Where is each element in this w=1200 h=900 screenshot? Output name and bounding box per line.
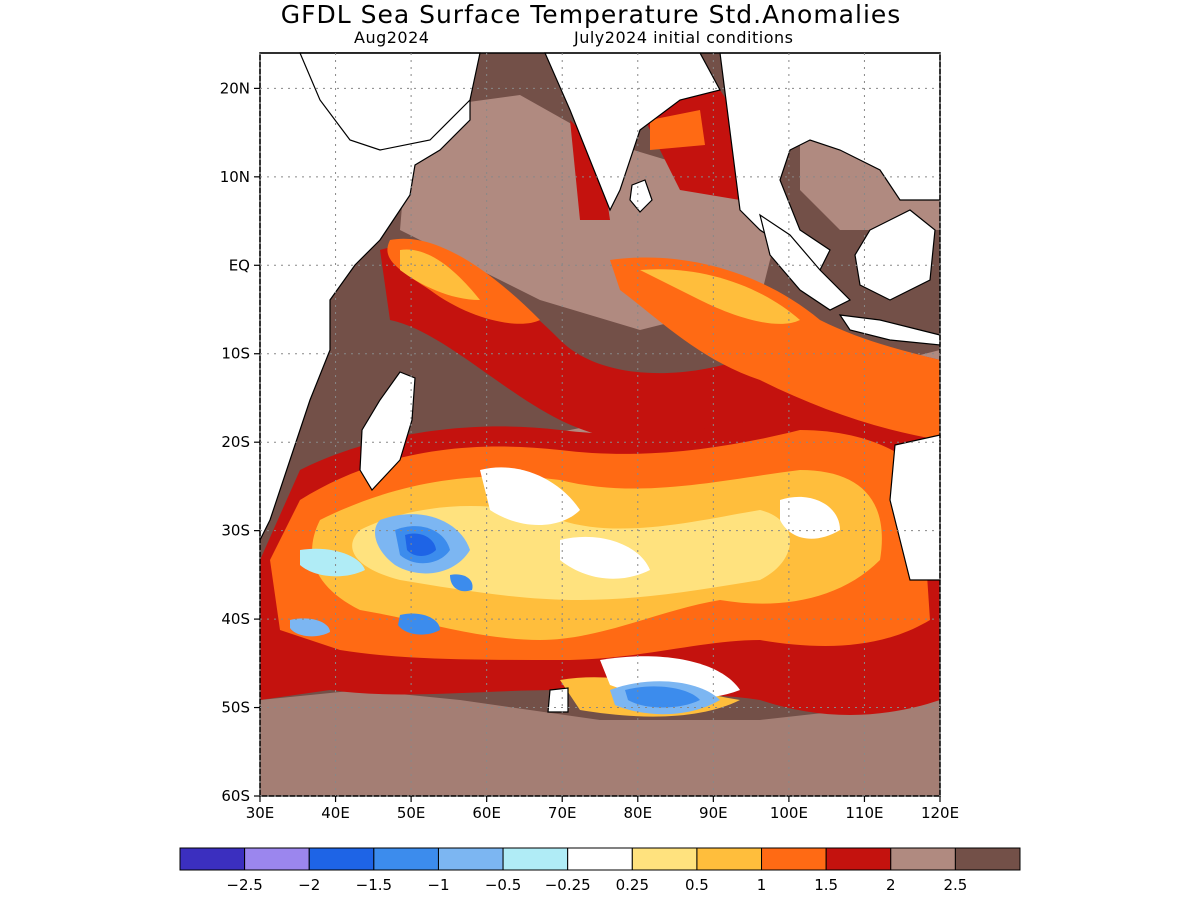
lat-tick-label: 20S xyxy=(221,433,250,451)
sri-lanka-land xyxy=(629,179,653,213)
lat-lon-grid xyxy=(259,53,941,797)
colorbar-swatch xyxy=(437,847,504,871)
lat-tick-label: 60S xyxy=(221,787,250,805)
lat-tick-label: 10N xyxy=(220,168,250,186)
colorbar-label: −2 xyxy=(298,876,320,894)
colorbar-swatch xyxy=(373,847,439,871)
lon-tick-label: 30E xyxy=(246,804,275,822)
colorbar-swatch xyxy=(502,847,569,871)
colorbar-label: 1 xyxy=(757,876,767,894)
lat-tick-label: 50S xyxy=(221,699,250,717)
longitude-axis: 30E 40E 50E 60E 70E 80E 90E 100E 110E 120E xyxy=(246,796,959,822)
colorbar-label: −2.5 xyxy=(226,876,262,894)
initial-conditions: July2024 initial conditions xyxy=(574,28,794,47)
lon-tick-label: 80E xyxy=(623,804,652,822)
lat-tick-label: 10S xyxy=(221,345,250,363)
lat-tick-label: 40S xyxy=(221,610,250,628)
colorbar-label: −0.5 xyxy=(485,876,521,894)
colorbar-swatch xyxy=(308,847,375,871)
lon-tick-label: 50E xyxy=(397,804,426,822)
lat-tick-label: 20N xyxy=(220,79,250,97)
india-land xyxy=(544,52,721,212)
colorbar-label: −1.5 xyxy=(356,876,392,894)
colorbar-swatch xyxy=(244,847,310,871)
colorbar-swatch xyxy=(179,847,246,871)
colorbar-label: 2.5 xyxy=(943,876,967,894)
colorbar-label: 0.25 xyxy=(616,876,649,894)
colorbar-swatch xyxy=(696,847,763,871)
forecast-month: Aug2024 xyxy=(354,28,430,47)
africa-land xyxy=(259,52,471,541)
land-masses xyxy=(259,52,941,713)
kerguelen-land xyxy=(547,687,569,713)
map-title: GFDL Sea Surface Temperature Std.Anomali… xyxy=(280,0,902,29)
colorbar-swatch xyxy=(890,847,956,871)
colorbar-label: 1.5 xyxy=(814,876,838,894)
arabia-land xyxy=(299,52,481,151)
colorbar-label: 2 xyxy=(886,876,896,894)
colorbar-label: −1 xyxy=(427,876,449,894)
colorbar: −2.5 −2 −1.5 −1 −0.5 −0.25 0.25 0.5 1 1.5 2 2.5 xyxy=(179,847,1021,894)
colorbar-swatch xyxy=(567,847,633,871)
colorbar-label: 0.5 xyxy=(685,876,709,894)
colorbar-swatch xyxy=(761,847,827,871)
madagascar-land xyxy=(359,371,416,491)
lon-tick-label: 40E xyxy=(321,804,350,822)
colorbar-swatch xyxy=(631,847,698,871)
latitude-axis: 20N 10N EQ 10S 20S 30S 40S 50S 60S xyxy=(220,79,260,805)
colorbar-label: −0.25 xyxy=(545,876,591,894)
borneo-land xyxy=(854,209,936,301)
colorbar-swatch xyxy=(954,847,1021,871)
lon-tick-label: 60E xyxy=(472,804,501,822)
lat-tick-label: 30S xyxy=(221,522,250,540)
lon-tick-label: 100E xyxy=(770,804,808,822)
lon-tick-label: 110E xyxy=(845,804,883,822)
lat-tick-label: EQ xyxy=(229,256,250,274)
colorbar-swatch xyxy=(825,847,892,871)
lon-tick-label: 70E xyxy=(548,804,577,822)
sumatra-land xyxy=(759,213,852,311)
lon-tick-label: 90E xyxy=(699,804,728,822)
lon-tick-label: 120E xyxy=(921,804,959,822)
